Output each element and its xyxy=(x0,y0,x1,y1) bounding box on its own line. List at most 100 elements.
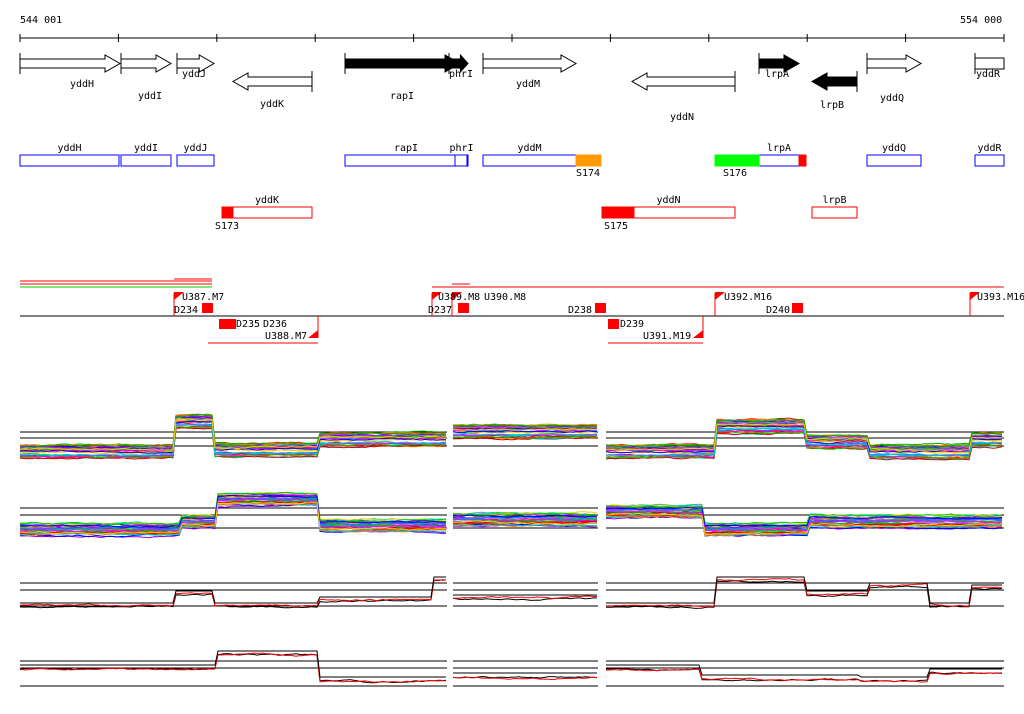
transcript-label: yddJ xyxy=(184,143,208,154)
profile-trace xyxy=(452,435,598,439)
profile-trace xyxy=(452,597,598,601)
transcript-box xyxy=(344,154,468,167)
profile-trace xyxy=(452,432,598,437)
profile-trace xyxy=(452,514,598,518)
profile-trace xyxy=(606,427,1003,457)
profile-trace xyxy=(452,523,598,528)
profile-trace xyxy=(605,419,1003,448)
transcript-box xyxy=(866,154,922,167)
gene-label-rapI: rapI xyxy=(390,91,414,102)
gene-arrow-yddM xyxy=(482,54,578,73)
feature-label-U390.M8: U390.M8 xyxy=(484,292,526,303)
gene-label-yddN: yddN xyxy=(670,112,694,123)
profile-trace xyxy=(452,426,598,430)
profile-trace xyxy=(605,423,1003,452)
gene-arrow-yddN xyxy=(630,72,736,91)
transcript-box xyxy=(758,154,800,167)
profile-trace xyxy=(605,505,1003,525)
profile-trace xyxy=(452,424,598,428)
profile-trace xyxy=(20,650,446,678)
gene-track: yddH yddI yddJ yddK rapI phrI yddM yddN lrpA lrpB… xyxy=(19,53,1005,123)
profile-trace xyxy=(452,520,598,525)
transcript-box xyxy=(811,206,858,219)
profile-trace xyxy=(19,498,447,532)
ruler-end-label: 554 000 xyxy=(960,15,1002,26)
profile-trace xyxy=(19,425,447,460)
gene-arrow-lrpA xyxy=(758,54,801,73)
ruler-start-label: 544 001 xyxy=(20,15,62,26)
u390-flag-icon xyxy=(452,292,462,300)
transcript-label: lrpA xyxy=(767,143,791,154)
profile-trace xyxy=(605,578,1003,608)
feature-label-D234: D234 xyxy=(174,305,198,316)
profile-trace xyxy=(19,496,447,531)
feature-label-U393.M16: U393.M16 xyxy=(977,292,1024,303)
profile-trace xyxy=(20,576,446,604)
profile-trace xyxy=(19,423,447,457)
gene-label-yddH: yddH xyxy=(70,79,94,90)
profile-trace xyxy=(452,516,598,520)
profile-trace xyxy=(20,652,447,683)
gene-label-lrpB: lrpB xyxy=(820,100,844,111)
gene-label-yddQ: yddQ xyxy=(880,93,904,104)
d237-marker xyxy=(458,303,469,313)
feature-label-D240: D240 xyxy=(766,305,790,316)
profile-trace xyxy=(605,580,1003,609)
profile-trace xyxy=(19,418,447,451)
profile-trace xyxy=(452,523,598,527)
transcript-box xyxy=(575,154,602,167)
profile-trace xyxy=(19,413,447,448)
profile-trace xyxy=(19,494,447,528)
transcript-label: yddN xyxy=(657,195,681,206)
transcript-label: S174 xyxy=(576,168,600,179)
profile-trace xyxy=(19,579,447,607)
transcript-box xyxy=(176,154,215,167)
transcript-box xyxy=(798,154,807,167)
profile-trace xyxy=(19,501,447,535)
feature-label-U388.M7: U388.M7 xyxy=(265,331,307,342)
feature-label-D238: D238 xyxy=(568,305,592,316)
transcript-box xyxy=(454,154,469,167)
profile-trace xyxy=(452,512,598,516)
feature-label-U387.M7: U387.M7 xyxy=(182,292,224,303)
gene-arrow-lrpB xyxy=(810,72,858,91)
feature-label-D237: D237 xyxy=(428,305,452,316)
profile-trace xyxy=(606,506,1003,527)
feature-label-D236: D236 xyxy=(263,319,287,330)
transcript-label: yddM xyxy=(518,143,542,154)
transcript-label: lrpB xyxy=(823,195,847,206)
profile-trace xyxy=(452,676,598,681)
ruler-ticks xyxy=(19,34,1005,42)
profile-trace xyxy=(19,426,447,459)
transcript-label: yddQ xyxy=(882,143,906,154)
feature-label-U391.M19: U391.M19 xyxy=(643,331,691,342)
u387-flag-icon xyxy=(174,292,184,300)
profile-trace xyxy=(452,430,598,434)
gene-arrow-rapI xyxy=(344,54,462,73)
gene-label-yddM: yddM xyxy=(516,79,540,90)
transcript-label: S173 xyxy=(215,221,239,232)
profile-trace xyxy=(605,425,1003,454)
profile-trace xyxy=(19,417,447,450)
feature-label-D235: D235 xyxy=(236,319,260,330)
gene-arrow-yddI xyxy=(120,54,173,73)
d236-marker xyxy=(225,319,236,329)
feature-label-D239: D239 xyxy=(620,319,644,330)
transcript-box xyxy=(714,154,760,167)
profile-trace xyxy=(605,421,1003,450)
d235-marker xyxy=(219,319,230,329)
d238-marker xyxy=(595,303,606,313)
transcript-box xyxy=(482,154,577,167)
feature-label-U389.M8: U389.M8 xyxy=(438,292,480,303)
transcript-label: phrI xyxy=(450,143,474,154)
profile-trace xyxy=(19,497,447,530)
transcript-label: yddR xyxy=(978,143,1003,154)
transcript-label: yddK xyxy=(255,195,279,206)
transcript-label: S175 xyxy=(604,221,628,232)
gene-arrow-yddQ xyxy=(866,54,923,73)
gene-label-yddK: yddK xyxy=(260,99,284,110)
transcript-label: S176 xyxy=(723,168,747,179)
gene-arrow-yddR xyxy=(974,57,1005,70)
d234-marker xyxy=(202,303,213,313)
